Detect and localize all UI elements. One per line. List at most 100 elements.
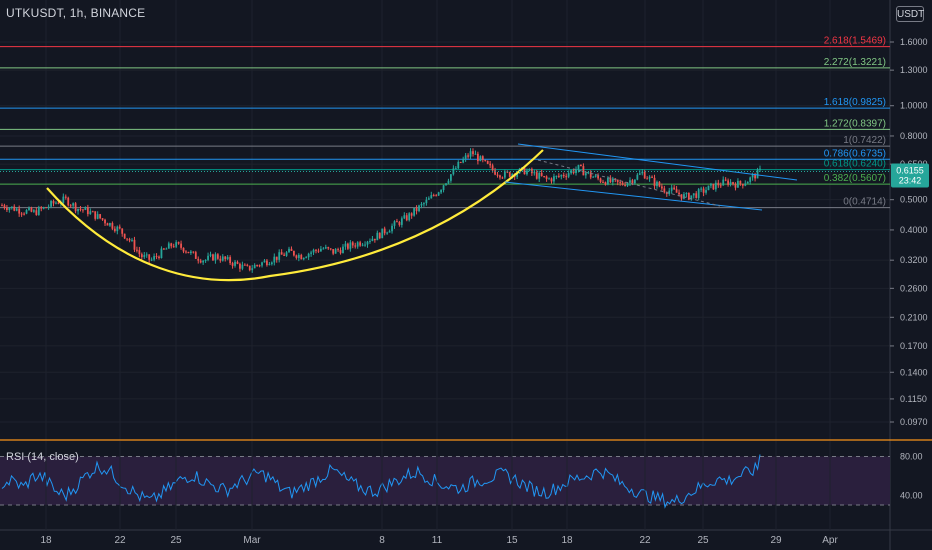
candle-body <box>170 243 173 247</box>
candle-body <box>381 228 384 239</box>
candle-body <box>670 187 673 191</box>
price-badge-countdown: 23:42 <box>899 176 922 186</box>
candle-body <box>386 232 389 234</box>
candle-body <box>408 213 411 221</box>
candle-body <box>616 179 619 183</box>
candle-body <box>288 248 290 253</box>
candle-body <box>67 197 70 206</box>
candle-body <box>678 192 680 195</box>
candle-body <box>89 211 92 215</box>
candle-body <box>113 228 116 232</box>
candle-body <box>42 207 45 209</box>
fib-level-label: 0(0.4714) <box>843 197 886 208</box>
fib-level-label: 0.382(0.5607) <box>824 173 886 184</box>
candle-body <box>197 258 200 261</box>
candle-body <box>96 214 99 219</box>
x-tick-label: Mar <box>243 535 261 546</box>
candle-body <box>332 249 335 254</box>
candle-body <box>599 178 602 182</box>
candle-body <box>376 232 379 241</box>
candle-body <box>268 264 271 266</box>
candle-body <box>604 182 607 185</box>
candle-body <box>84 207 87 211</box>
candle-body <box>216 254 219 259</box>
candle-body <box>251 268 254 271</box>
candle-body <box>214 254 217 261</box>
candle-body <box>165 248 168 250</box>
candle-body <box>437 192 440 196</box>
candle-body <box>611 178 614 183</box>
candle-body <box>489 163 492 166</box>
y-tick-label: 1.3000 <box>900 65 928 75</box>
fib-level-label: 1.618(0.9825) <box>824 97 886 108</box>
candle-body <box>185 251 187 253</box>
candle-body <box>155 256 158 258</box>
candle-body <box>749 177 752 182</box>
candle-body <box>739 180 742 184</box>
candle-body <box>631 180 634 184</box>
y-tick-label: 1.6000 <box>900 37 928 47</box>
candle-body <box>597 175 599 179</box>
y-tick-label: 0.8000 <box>900 131 928 141</box>
candle-body <box>229 257 232 264</box>
candle-body <box>423 203 425 205</box>
candle-body <box>557 175 560 177</box>
candle-body <box>589 172 592 178</box>
y-tick-label: 0.1150 <box>900 394 927 404</box>
candle-body <box>207 255 209 260</box>
candle-body <box>373 238 376 241</box>
candle-body <box>310 252 312 254</box>
candle-body <box>293 250 295 256</box>
candle-body <box>737 180 739 188</box>
candle-body <box>413 207 416 216</box>
candle-body <box>685 192 688 195</box>
candle-body <box>82 209 84 211</box>
fib-level-label: 1.272(0.8397) <box>824 118 886 129</box>
candle-body <box>62 196 65 203</box>
candle-body <box>148 254 151 260</box>
y-tick-label: 0.4000 <box>900 225 928 235</box>
candle-body <box>226 257 229 260</box>
candle-body <box>361 244 364 246</box>
candle-body <box>334 249 337 254</box>
candle-body <box>587 172 590 174</box>
candle-body <box>658 181 661 187</box>
candle-body <box>712 183 715 190</box>
candle-body <box>555 175 558 177</box>
y-tick-label: 0.2600 <box>900 283 928 293</box>
candle-body <box>643 171 646 179</box>
candle-body <box>707 185 710 191</box>
rsi-title: RSI (14, close) <box>6 451 79 463</box>
symbol-title: UTKUSDT, 1h, BINANCE <box>6 6 146 20</box>
candle-body <box>714 182 717 190</box>
candle-body <box>580 164 582 167</box>
candle-body <box>638 173 641 175</box>
fib-level-label: 0.786(0.6735) <box>824 148 886 159</box>
channel-mid-line <box>537 159 721 207</box>
candle-body <box>295 255 298 258</box>
candle-body <box>636 174 639 180</box>
candle-body <box>275 256 278 260</box>
candle-body <box>270 262 273 265</box>
x-tick-label: 18 <box>561 535 573 546</box>
candle-body <box>121 228 124 234</box>
candle-body <box>400 218 403 225</box>
candle-body <box>366 241 369 245</box>
candle-body <box>202 260 205 263</box>
candle-body <box>378 232 381 239</box>
candle-body <box>187 251 190 254</box>
candle-body <box>680 194 683 199</box>
candle-body <box>57 202 60 204</box>
candle-body <box>690 195 693 200</box>
candle-body <box>241 264 244 269</box>
candle-body <box>273 256 276 263</box>
candle-body <box>18 208 21 214</box>
currency-button[interactable]: USDT <box>896 6 924 22</box>
candle-body <box>508 172 511 177</box>
candle-body <box>516 173 519 177</box>
candle-body <box>158 256 160 259</box>
candle-body <box>741 183 744 186</box>
candle-body <box>116 226 119 232</box>
